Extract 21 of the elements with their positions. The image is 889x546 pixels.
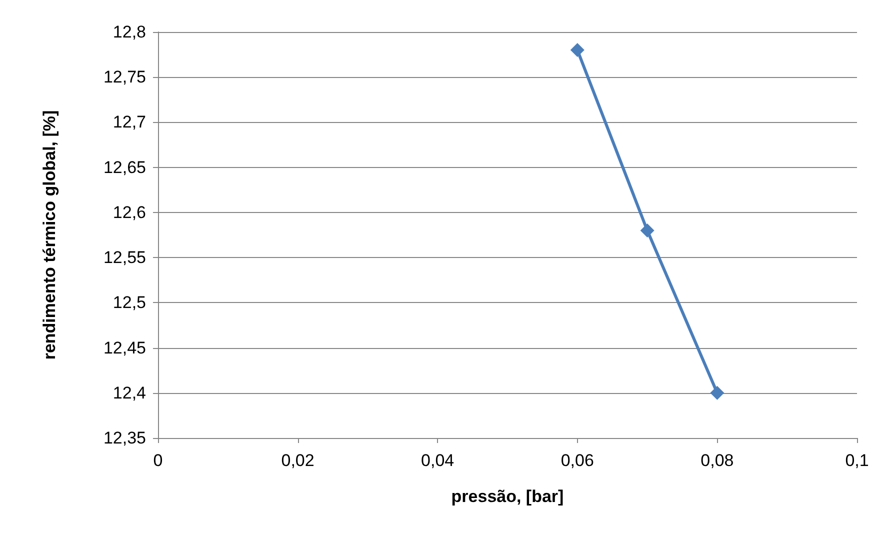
x-tick-label: 0,02 xyxy=(281,451,314,470)
y-tick-label: 12,65 xyxy=(103,158,146,177)
y-tick-label: 12,5 xyxy=(112,293,146,312)
y-tick-label: 12,45 xyxy=(103,338,146,358)
point xyxy=(570,43,584,58)
y-tick-label: 12,4 xyxy=(112,383,146,402)
x-tick-label: 0 xyxy=(153,451,163,470)
y-tick-label: 12,7 xyxy=(112,112,146,132)
x-tick-label: 0,1 xyxy=(845,451,869,470)
y-tick-label: 12,35 xyxy=(103,428,146,448)
y-axis-title: rendimento térmico global, [%] xyxy=(40,110,59,360)
y-tick-label: 12,75 xyxy=(103,68,146,87)
point xyxy=(640,223,654,238)
y-tick-label: 12,55 xyxy=(103,248,146,268)
point xyxy=(710,386,724,400)
x-tick-label: 0,06 xyxy=(560,451,594,470)
y-tick-label: 12,6 xyxy=(112,202,146,222)
x-tick-label: 0,04 xyxy=(421,451,454,470)
y-tick-label: 12,8 xyxy=(112,22,146,42)
x-axis-title: pressão, [bar] xyxy=(451,487,564,506)
x-tick-label: 0,08 xyxy=(700,451,734,470)
